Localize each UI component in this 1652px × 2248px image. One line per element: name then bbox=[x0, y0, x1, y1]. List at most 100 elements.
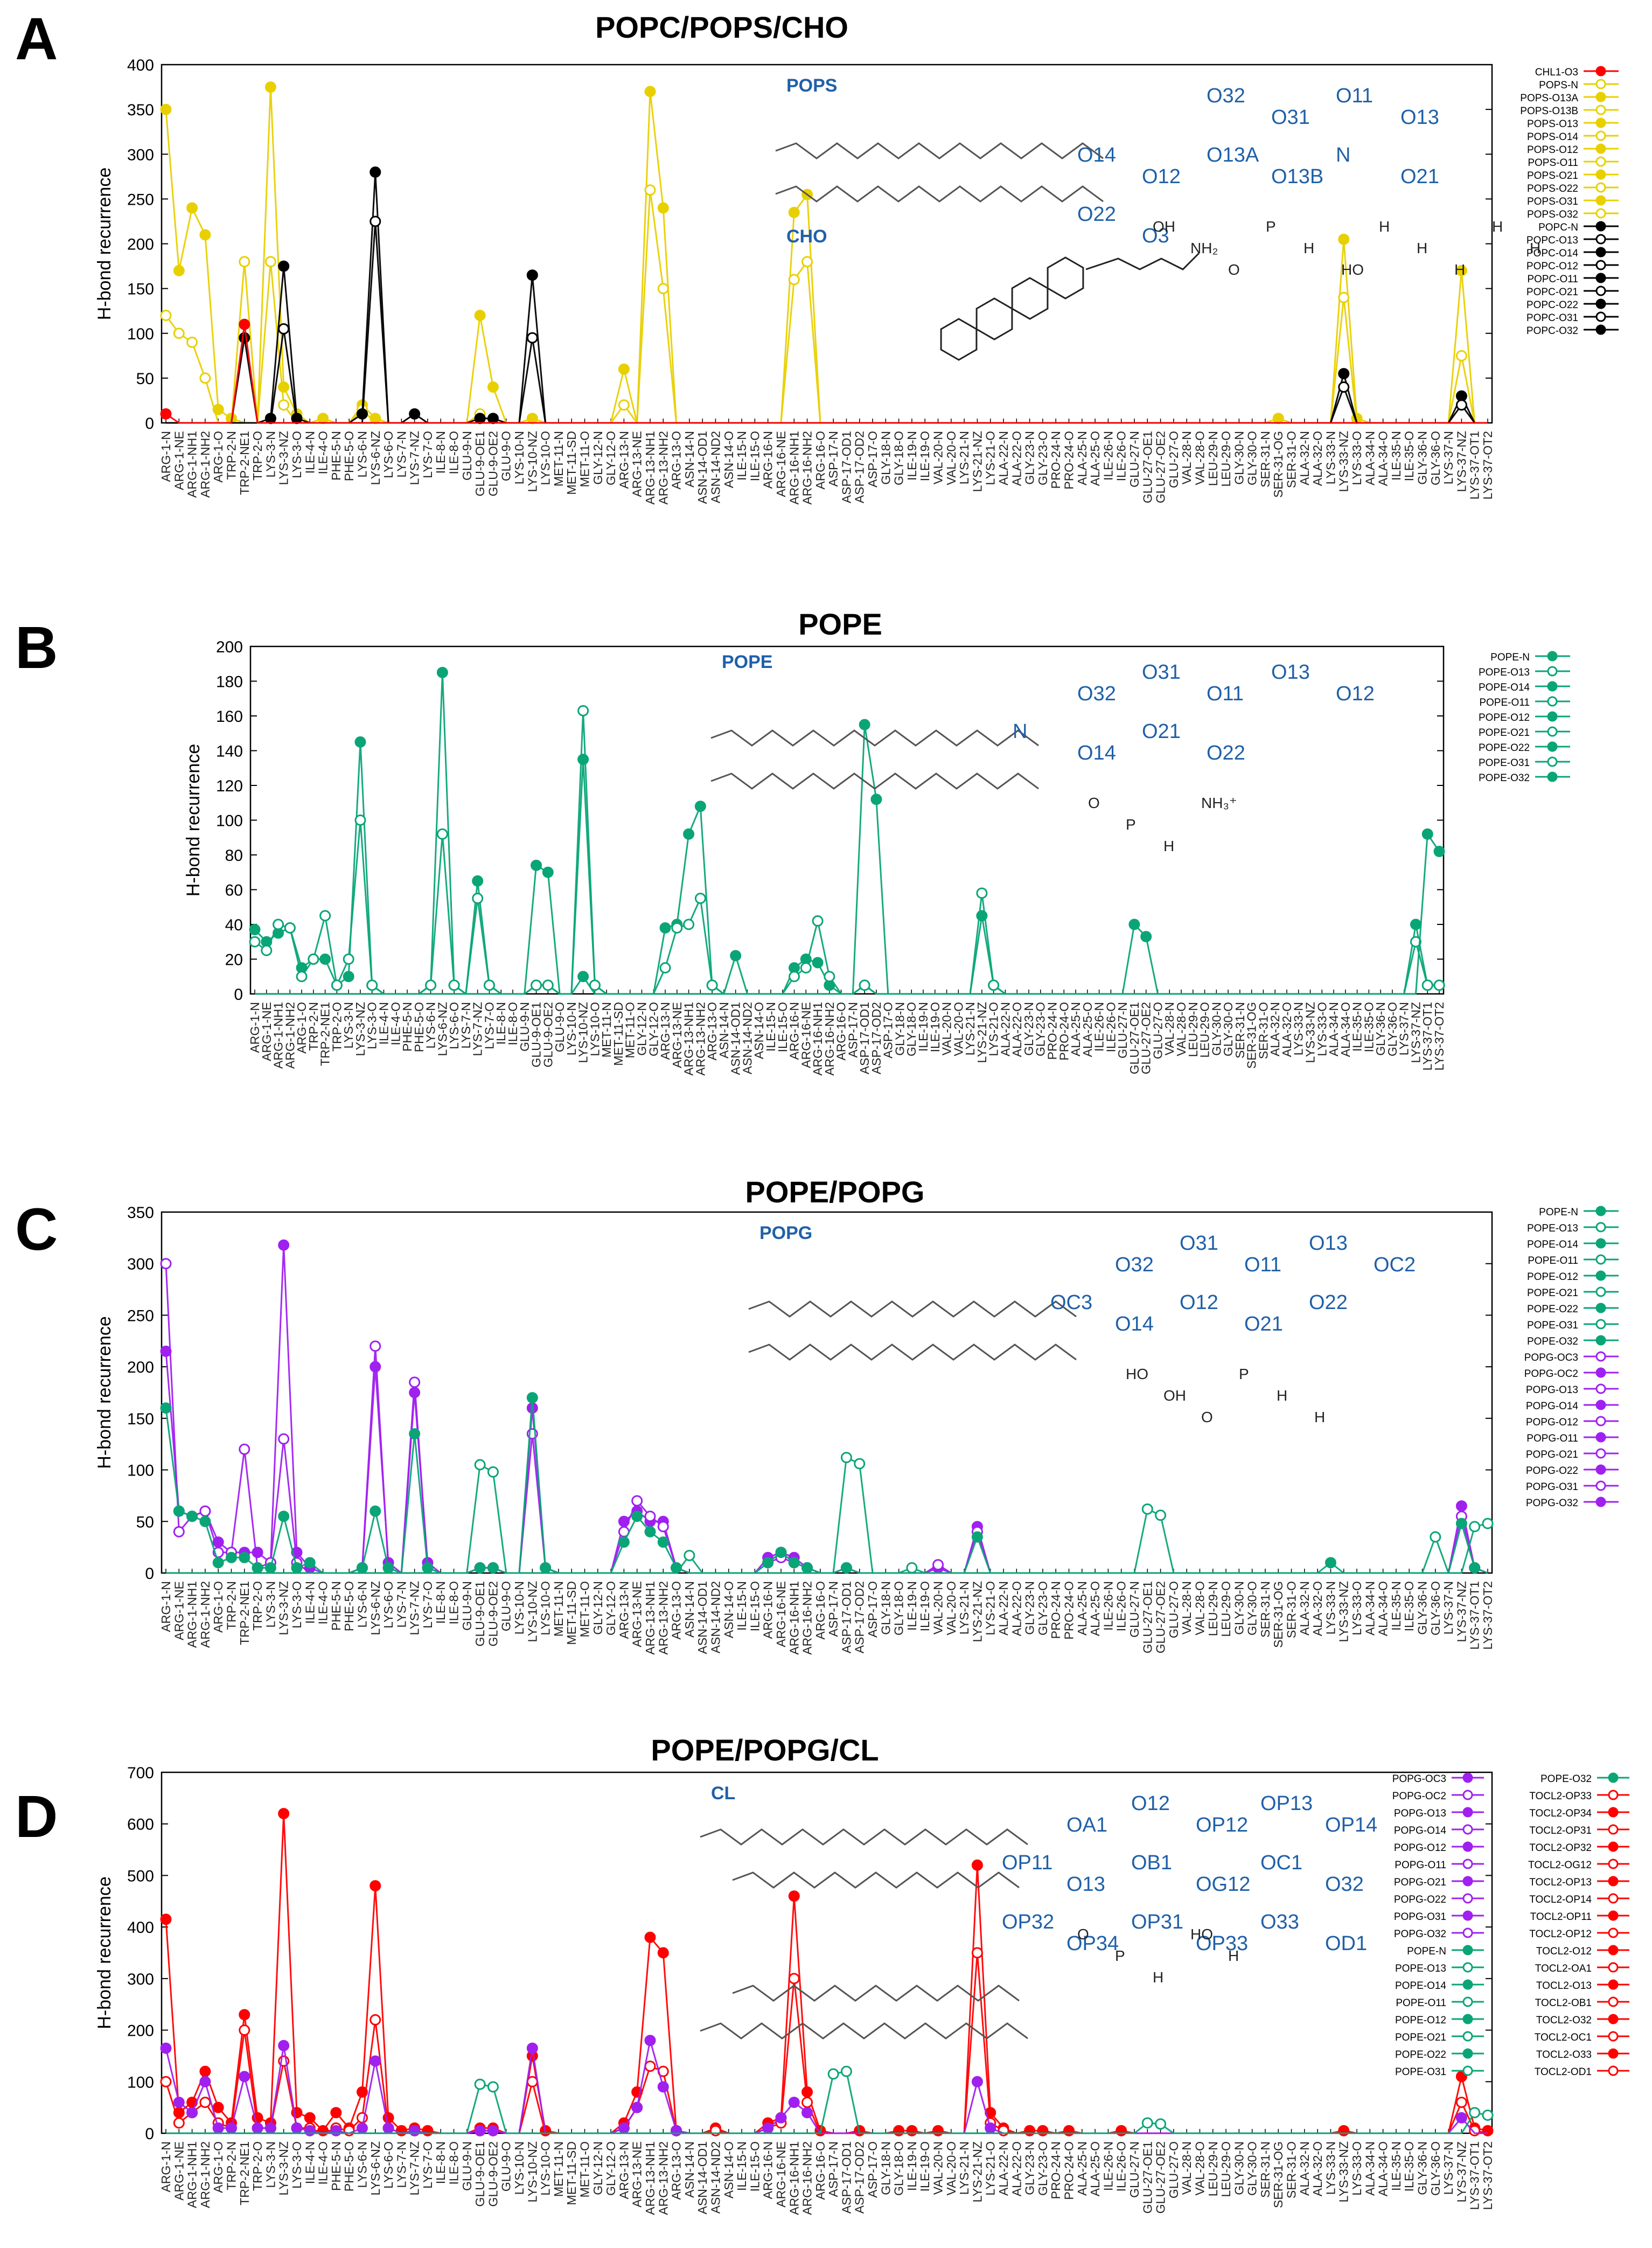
chemical-structure: POPG O32 O31 O11 O13 OC2 OC3 O14 O12 O21 O22 HO OH O P… bbox=[748, 1223, 1416, 1425]
x-tick-label: ALA-22-N bbox=[998, 1002, 1012, 1056]
x-tick-label: ALA-34-O bbox=[1376, 2141, 1390, 2196]
x-tick-label: LYS-33-NZ bbox=[1337, 1581, 1351, 1642]
x-tick-label: ALA-32-N bbox=[1298, 1581, 1312, 1635]
legend-swatch-marker bbox=[1547, 651, 1558, 662]
data-point bbox=[657, 283, 669, 295]
x-tick-label: ARG-16-NE bbox=[774, 431, 788, 497]
x-tick-label: ASP-17-N bbox=[846, 1002, 860, 1058]
legend-swatch-marker bbox=[1462, 1841, 1473, 1852]
legend-swatch-marker bbox=[1595, 1400, 1606, 1410]
x-tick-label: TRP-2-N bbox=[306, 1002, 320, 1051]
legend-swatch-marker bbox=[1462, 1979, 1473, 1990]
x-tick-label: ARG-1-O bbox=[211, 2141, 225, 2193]
data-point bbox=[291, 1562, 303, 1574]
legend: CHL1-O3POPS-NPOPS-O13APOPS-O13BPOPS-O13P… bbox=[1520, 66, 1619, 337]
data-point bbox=[644, 1931, 656, 1943]
legend-label: POPE-O21 bbox=[1395, 2032, 1446, 2043]
x-tick-label: ASN-14-N bbox=[682, 431, 696, 488]
data-point bbox=[812, 915, 824, 927]
x-tick-label: GLU-27-OE1 bbox=[1140, 1581, 1154, 1653]
x-tick-label: TRP-2-N bbox=[224, 2141, 238, 2190]
y-tick-label: 80 bbox=[225, 847, 243, 865]
x-tick-label: LYS-37-OT2 bbox=[1481, 2141, 1495, 2210]
x-tick-label: ALA-22-O bbox=[1009, 1581, 1023, 1636]
x-tick-label: LYS-33-O bbox=[1350, 431, 1364, 485]
x-tick-label: LYS-33-O bbox=[1315, 1002, 1329, 1056]
y-tick-label: 140 bbox=[216, 743, 243, 761]
x-tick-label: LYS-37-N bbox=[1441, 2141, 1455, 2195]
legend-label: POPE-O22 bbox=[1527, 1304, 1578, 1315]
x-tick-label: LYS-3-N bbox=[341, 1002, 356, 1049]
structure-label: O21 bbox=[1142, 720, 1181, 743]
x-tick-label: ARG-1-O bbox=[211, 1581, 225, 1633]
legend-swatch-marker bbox=[1608, 1927, 1619, 1938]
data-point bbox=[487, 2125, 499, 2136]
legend-swatch-marker bbox=[1595, 182, 1606, 193]
structure-label: OP31 bbox=[1131, 1911, 1183, 1933]
acyl-chain bbox=[732, 1871, 1020, 1889]
x-tick-label: ASP-17-OD2 bbox=[853, 431, 867, 503]
data-point bbox=[1433, 846, 1445, 858]
x-tick-label: LYS-6-NZ bbox=[368, 431, 382, 485]
structure-glyph: H bbox=[1163, 838, 1174, 854]
structure-label: OP12 bbox=[1196, 1814, 1248, 1836]
x-tick-label: LYS-6-O bbox=[447, 1002, 461, 1049]
data-point bbox=[800, 962, 812, 974]
structure-glyph: O bbox=[1077, 1926, 1089, 1943]
x-tick-label: GLU-27-OE1 bbox=[1127, 1002, 1141, 1074]
data-point bbox=[644, 86, 656, 98]
x-tick-label: ALA-34-N bbox=[1363, 2141, 1377, 2196]
y-tick-label: 250 bbox=[127, 1307, 154, 1325]
x-tick-label: PRO-24-O bbox=[1057, 1002, 1071, 1061]
x-tick-label: ARG-13-O bbox=[670, 1581, 684, 1640]
legend-label: POPE-O12 bbox=[1479, 712, 1530, 723]
legend-label: POPS-O32 bbox=[1527, 209, 1578, 220]
x-tick-label: LYS-33-N bbox=[1323, 431, 1337, 484]
x-tick-label: GLU-27-OE2 bbox=[1154, 2141, 1168, 2214]
x-tick-label: PRO-24-O bbox=[1062, 431, 1076, 490]
x-tick-label: ALA-22-O bbox=[1009, 431, 1023, 486]
data-point bbox=[1469, 2125, 1481, 2136]
data-point bbox=[249, 924, 261, 936]
x-tick-label: LYS-21-NZ bbox=[970, 1581, 984, 1642]
data-point bbox=[1325, 1557, 1336, 1569]
data-point bbox=[356, 2122, 368, 2134]
x-tick-label: LYS-33-NZ bbox=[1337, 2141, 1351, 2202]
y-tick-label: 600 bbox=[127, 1816, 154, 1834]
legend-label: POPS-O22 bbox=[1527, 183, 1578, 194]
x-tick-label: GLY-23-O bbox=[1034, 1002, 1048, 1056]
x-tick-label: SER-31-N bbox=[1258, 2141, 1272, 2198]
x-tick-label: ARG-1-NH2 bbox=[283, 1002, 297, 1069]
x-tick-label: PRO-24-O bbox=[1062, 2141, 1076, 2200]
x-tick-label: PHE-5-N bbox=[329, 2141, 343, 2191]
data-point bbox=[1116, 2125, 1127, 2136]
data-point bbox=[483, 979, 495, 991]
structure-label: O3 bbox=[1142, 225, 1169, 247]
data-point bbox=[788, 1890, 800, 1902]
x-tick-label: ARG-16-N bbox=[761, 2141, 775, 2199]
legend: POPE-N POPE-O13 POPE-O14 POPE-O11 POPE-O12 PO… bbox=[1524, 1206, 1619, 1509]
x-tick-label: ARG-13-NE bbox=[670, 1002, 684, 1068]
structure-label: O22 bbox=[1077, 203, 1116, 226]
x-tick-label: LYS-7-NZ bbox=[471, 1002, 485, 1056]
data-point bbox=[160, 1913, 172, 1925]
x-tick-label: ARG-13-NH1 bbox=[643, 431, 657, 505]
x-tick-label: MET-11-O bbox=[623, 1002, 637, 1058]
x-tick-label: TRP-2-NE1 bbox=[318, 1002, 332, 1066]
chemical-structure: POPE O32 O31 O11 O13 O12 N O14 O21 O22 O P H NH₃⁺ bbox=[710, 652, 1375, 854]
x-tick-label: GLY-18-O bbox=[892, 431, 906, 485]
data-point bbox=[644, 1511, 656, 1522]
x-tick-label: ILE-19-N bbox=[916, 1002, 930, 1052]
legend-swatch-marker bbox=[1608, 1841, 1619, 1852]
x-tick-label: ARG-16-O bbox=[813, 431, 827, 490]
structure-label: OG12 bbox=[1196, 1873, 1250, 1896]
x-tick-label: LYS-33-NZ bbox=[1337, 431, 1351, 492]
y-tick-label: 0 bbox=[145, 1565, 154, 1583]
data-point bbox=[239, 1443, 250, 1455]
structure-label: OD1 bbox=[1325, 1932, 1367, 1955]
x-tick-label: LYS-10-NZ bbox=[525, 431, 539, 492]
x-tick-label: PRO-24-N bbox=[1049, 2141, 1063, 2199]
x-tick-label: ASN-14-N bbox=[682, 1581, 696, 1638]
x-tick-label: LYS-10-NZ bbox=[525, 2141, 539, 2202]
